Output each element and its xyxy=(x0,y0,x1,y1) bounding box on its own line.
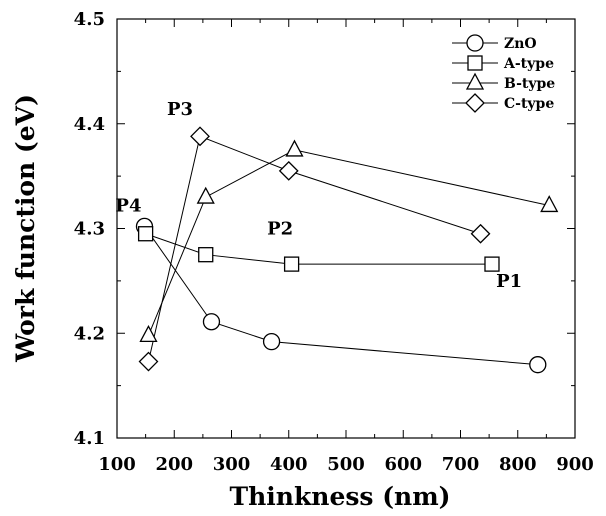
data-point-zno xyxy=(529,356,547,374)
legend-label-a-type: A-type xyxy=(503,56,554,72)
y-axis-title: Work function (eV) xyxy=(11,94,40,363)
data-point-a-type xyxy=(283,256,300,272)
point-label-p1: P1 xyxy=(496,271,522,292)
x-tick-label: 300 xyxy=(213,454,251,475)
point-label-p2: P2 xyxy=(267,219,293,240)
y-tick-label: 4.1 xyxy=(74,428,105,449)
legend-marker-zno xyxy=(466,34,484,52)
data-point-c-type xyxy=(470,223,491,244)
x-tick-label: 500 xyxy=(327,454,365,475)
y-tick-label: 4.2 xyxy=(74,323,105,344)
data-point-a-type xyxy=(137,226,154,242)
data-point-c-type xyxy=(190,126,210,147)
data-point-c-type xyxy=(278,160,299,181)
y-tick-label: 4.5 xyxy=(74,9,105,30)
data-point-c-type xyxy=(138,351,159,372)
legend-label-b-type: B-type xyxy=(504,76,555,92)
legend-label-c-type: C-type xyxy=(504,96,554,112)
x-axis-title: Thinkness (nm) xyxy=(230,482,451,511)
data-point-a-type xyxy=(198,247,214,263)
series-line-b-type xyxy=(148,149,550,336)
data-point-zno xyxy=(202,313,221,331)
legend-label-zno: ZnO xyxy=(504,36,537,52)
data-point-zno xyxy=(262,332,281,351)
x-tick-label: 200 xyxy=(155,454,193,475)
point-label-p4: P4 xyxy=(115,195,141,216)
legend-marker-b-type xyxy=(465,72,485,90)
data-point-b-type xyxy=(540,195,559,213)
series-line-c-type xyxy=(148,135,481,362)
data-point-b-type xyxy=(139,324,158,342)
x-tick-label: 400 xyxy=(270,454,308,475)
x-tick-label: 900 xyxy=(556,454,594,475)
series-line-a-type xyxy=(145,233,492,265)
data-point-b-type xyxy=(196,186,215,204)
series-line-zno xyxy=(144,226,538,366)
legend-marker-c-type xyxy=(465,93,485,113)
y-tick-label: 4.4 xyxy=(74,114,105,135)
x-tick-label: 100 xyxy=(98,454,136,475)
x-tick-label: 600 xyxy=(384,454,422,475)
legend-marker-a-type xyxy=(467,55,483,71)
x-tick-label: 800 xyxy=(499,454,537,475)
data-point-a-type xyxy=(484,256,500,272)
point-label-p3: P3 xyxy=(167,99,193,120)
data-point-b-type xyxy=(285,139,304,157)
y-tick-label: 4.3 xyxy=(74,219,105,240)
x-tick-label: 700 xyxy=(442,454,480,475)
